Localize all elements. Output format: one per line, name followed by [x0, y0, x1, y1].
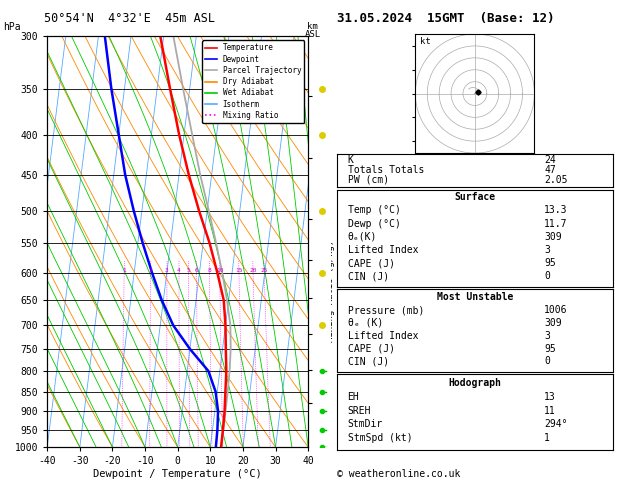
Text: 13: 13: [544, 392, 556, 402]
Text: 294°: 294°: [544, 419, 567, 430]
Text: θₑ(K): θₑ(K): [348, 232, 377, 242]
X-axis label: Dewpoint / Temperature (°C): Dewpoint / Temperature (°C): [93, 469, 262, 479]
Text: 3: 3: [544, 245, 550, 255]
Text: 95: 95: [544, 344, 556, 353]
Text: Most Unstable: Most Unstable: [437, 293, 513, 302]
Text: CAPE (J): CAPE (J): [348, 258, 394, 268]
Text: Lifted Index: Lifted Index: [348, 245, 418, 255]
Text: 20: 20: [249, 268, 257, 273]
Text: Totals Totals: Totals Totals: [348, 165, 424, 175]
Text: 309: 309: [544, 318, 562, 328]
Text: 1006: 1006: [544, 305, 567, 315]
Text: 10: 10: [216, 268, 223, 273]
Text: EH: EH: [348, 392, 359, 402]
Legend: Temperature, Dewpoint, Parcel Trajectory, Dry Adiabat, Wet Adiabat, Isotherm, Mi: Temperature, Dewpoint, Parcel Trajectory…: [202, 40, 304, 123]
Text: 47: 47: [544, 165, 556, 175]
Text: Surface: Surface: [454, 192, 496, 202]
Text: LCL: LCL: [313, 440, 328, 449]
Text: Dewp (°C): Dewp (°C): [348, 219, 401, 228]
Text: 1: 1: [122, 268, 126, 273]
Text: Lifted Index: Lifted Index: [348, 331, 418, 341]
Text: 11: 11: [544, 406, 556, 416]
Text: Temp (°C): Temp (°C): [348, 206, 401, 215]
Text: 0: 0: [544, 271, 550, 281]
Text: PW (cm): PW (cm): [348, 175, 389, 185]
Text: Mixing Ratio (g/kg): Mixing Ratio (g/kg): [326, 240, 335, 342]
Text: km: km: [307, 22, 318, 31]
Text: 15: 15: [235, 268, 243, 273]
Text: 25: 25: [260, 268, 268, 273]
Text: 309: 309: [544, 232, 562, 242]
Text: SREH: SREH: [348, 406, 371, 416]
Text: 1: 1: [544, 433, 550, 443]
Text: 13.3: 13.3: [544, 206, 567, 215]
Text: CIN (J): CIN (J): [348, 356, 389, 366]
Text: StmDir: StmDir: [348, 419, 383, 430]
Text: kt: kt: [420, 36, 431, 46]
Text: 31.05.2024  15GMT  (Base: 12): 31.05.2024 15GMT (Base: 12): [337, 12, 554, 25]
Text: CIN (J): CIN (J): [348, 271, 389, 281]
Text: 11.7: 11.7: [544, 219, 567, 228]
Text: 3: 3: [165, 268, 169, 273]
Text: 0: 0: [544, 356, 550, 366]
Text: CAPE (J): CAPE (J): [348, 344, 394, 353]
Text: 4: 4: [177, 268, 181, 273]
Text: 8: 8: [208, 268, 211, 273]
Text: Pressure (mb): Pressure (mb): [348, 305, 424, 315]
Text: 3: 3: [544, 331, 550, 341]
Text: Hodograph: Hodograph: [448, 378, 501, 388]
Text: θₑ (K): θₑ (K): [348, 318, 383, 328]
Text: © weatheronline.co.uk: © weatheronline.co.uk: [337, 469, 460, 479]
Text: 24: 24: [544, 155, 556, 165]
Text: 6: 6: [194, 268, 198, 273]
Text: 50°54'N  4°32'E  45m ASL: 50°54'N 4°32'E 45m ASL: [44, 12, 215, 25]
Text: K: K: [348, 155, 353, 165]
Text: 2: 2: [148, 268, 152, 273]
Text: StmSpd (kt): StmSpd (kt): [348, 433, 412, 443]
Text: ASL: ASL: [304, 30, 321, 39]
Text: hPa: hPa: [3, 22, 21, 32]
Text: 95: 95: [544, 258, 556, 268]
Text: 5: 5: [187, 268, 191, 273]
Text: 2.05: 2.05: [544, 175, 567, 185]
